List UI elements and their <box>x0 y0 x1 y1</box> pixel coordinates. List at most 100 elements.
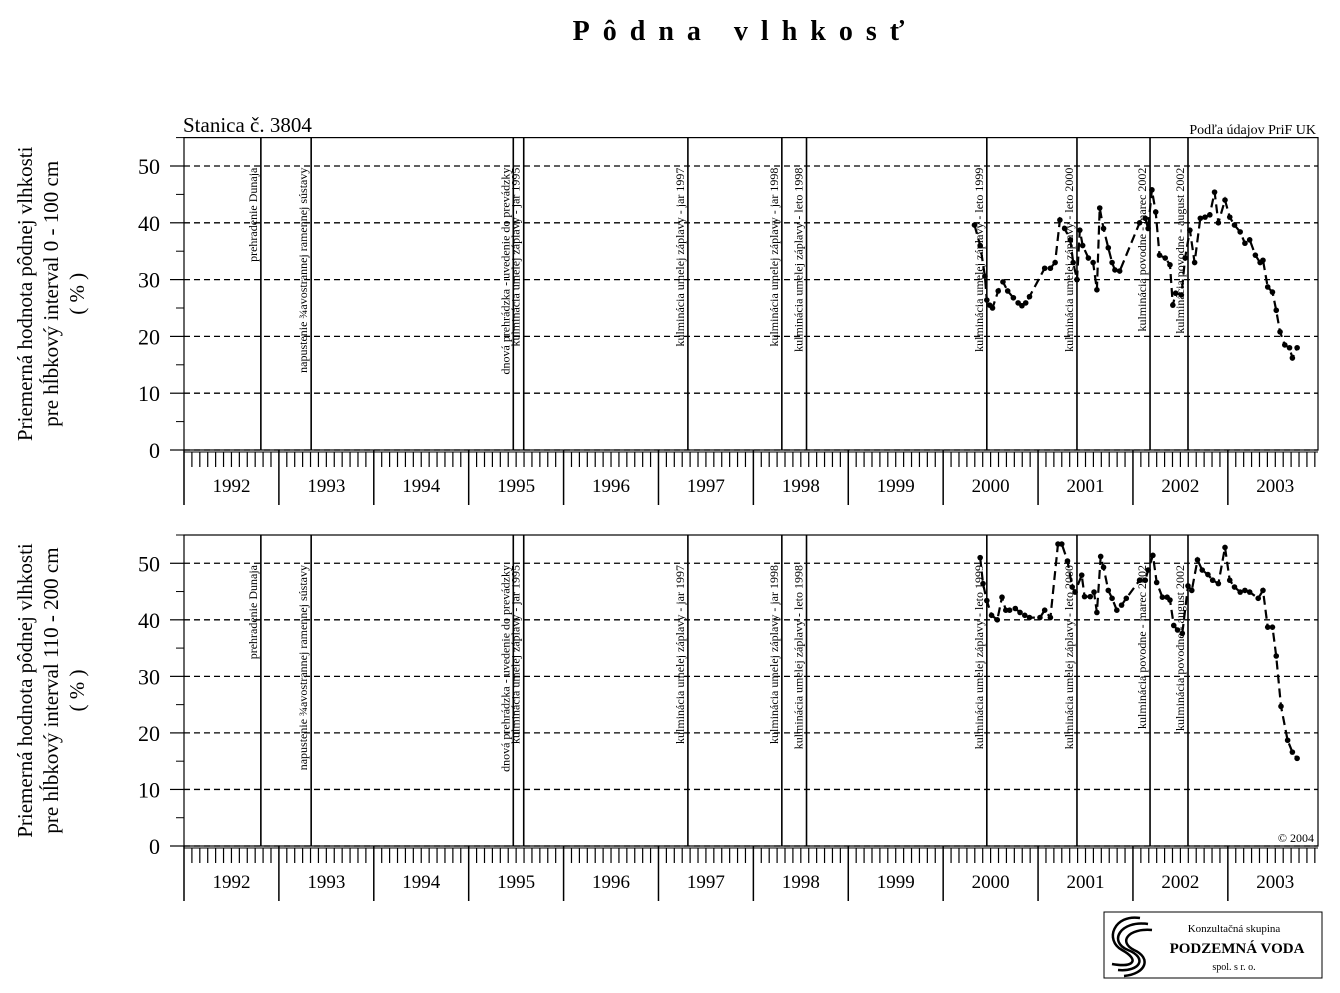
event-label: kulminácia umelej záplavy - jar 1995 <box>509 168 523 347</box>
data-point <box>1136 220 1143 226</box>
data-point <box>1294 344 1300 351</box>
data-point <box>988 612 995 619</box>
data-point <box>1112 267 1118 273</box>
data-point <box>1284 737 1291 744</box>
data-point <box>1149 187 1155 193</box>
x-tick-label: 1994 <box>402 476 441 497</box>
data-point <box>1072 589 1078 595</box>
x-tick-label: 1999 <box>877 872 915 893</box>
data-point <box>1264 284 1271 290</box>
data-point <box>982 273 988 279</box>
data-point <box>1017 609 1023 616</box>
data-point <box>1058 541 1065 547</box>
data-point <box>1211 189 1218 195</box>
data-point <box>1237 229 1243 235</box>
data-point <box>1231 222 1238 228</box>
y-tick-label: 10 <box>138 777 160 802</box>
event-label: kulminácia umelej záplavy - jar 1998 <box>767 168 781 347</box>
source-note: Podľa údajov PriF UK <box>1189 123 1316 138</box>
data-point <box>1150 552 1156 559</box>
y-axis-label: pre hĺbkový interval 110 - 200 cm <box>39 547 63 833</box>
data-point <box>1021 612 1028 619</box>
data-point <box>1187 227 1193 233</box>
data-point <box>1077 227 1083 233</box>
data-point <box>1170 622 1177 629</box>
event-label: kulminácia umelej záplavy - leto 1999 <box>972 565 986 749</box>
data-point <box>1145 567 1151 573</box>
data-point <box>1289 749 1296 755</box>
x-tick-label: 1997 <box>687 476 725 497</box>
y-tick-label: 50 <box>138 154 160 179</box>
data-point <box>1041 265 1048 272</box>
data-point <box>1156 252 1163 258</box>
data-point <box>1091 589 1097 595</box>
data-point <box>1269 624 1276 630</box>
y-axis-label: pre hĺbkový interval 0 - 100 cm <box>39 161 63 427</box>
data-point <box>1052 259 1058 266</box>
data-point <box>1047 614 1054 621</box>
data-point <box>1047 265 1054 272</box>
data-point <box>1215 220 1222 226</box>
logo: Konzultačná skupina PODZEMNÁ VODA spol. … <box>1103 911 1323 979</box>
event-label: kulminácia umelej záplavy - leto 2000 <box>1062 565 1076 749</box>
y-tick-label: 20 <box>138 721 160 746</box>
event-label: napustenie ¾avostrannej ramennej sústavy <box>296 565 310 770</box>
data-point <box>1289 355 1296 361</box>
data-point <box>1294 755 1300 762</box>
y-tick-label: 40 <box>138 608 160 633</box>
x-tick-label: 2003 <box>1256 476 1294 497</box>
data-point <box>1081 593 1088 600</box>
y-axis-label: ( % ) <box>65 273 89 315</box>
data-point <box>1078 572 1085 578</box>
data-point <box>1142 577 1149 584</box>
data-point <box>1012 605 1019 612</box>
x-tick-label: 2003 <box>1256 872 1294 893</box>
data-point <box>995 288 1002 294</box>
x-tick-label: 2001 <box>1067 476 1105 497</box>
data-point <box>1188 587 1195 594</box>
data-point <box>1197 215 1204 222</box>
data-point <box>1094 287 1100 293</box>
x-tick-label: 1992 <box>212 872 250 893</box>
data-point <box>1152 209 1159 215</box>
data-point <box>1209 577 1216 584</box>
x-tick-label: 2001 <box>1067 872 1105 893</box>
x-tick-label: 2002 <box>1161 872 1199 893</box>
data-point <box>1185 583 1191 589</box>
data-point <box>1061 225 1068 232</box>
data-point <box>1255 595 1262 602</box>
x-tick-label: 1996 <box>592 872 630 893</box>
x-tick-label: 1995 <box>497 872 535 893</box>
data-point <box>1182 255 1188 261</box>
x-tick-label: 1992 <box>212 476 250 497</box>
data-point <box>1273 307 1280 314</box>
data-point <box>1194 557 1201 563</box>
data-point <box>1246 237 1253 243</box>
data-point <box>1064 558 1071 564</box>
data-point <box>994 617 1001 623</box>
data-point <box>1000 279 1006 285</box>
y-axis-label: Priemerná hodnota pôdnej vlhkosti <box>13 146 37 441</box>
data-point <box>977 242 983 249</box>
y-tick-label: 40 <box>138 211 160 236</box>
data-point <box>1026 614 1033 621</box>
data-point <box>1191 259 1198 266</box>
x-tick-label: 1993 <box>307 872 345 893</box>
data-point <box>1170 302 1176 308</box>
data-point <box>1273 653 1280 659</box>
data-point <box>1242 587 1248 594</box>
event-label: dnová prehrádzka - uvedenie do prevádzky <box>498 565 512 772</box>
event-label: kulminácia umelej záplavy - leto 1999 <box>972 168 986 352</box>
data-point <box>1067 237 1074 243</box>
y-tick-label: 10 <box>138 381 160 406</box>
data-point <box>1246 589 1253 595</box>
data-point <box>1123 595 1130 602</box>
data-point <box>1116 268 1123 274</box>
data-point <box>1153 579 1160 586</box>
event-label: kulminácia umelej záplavy - jar 1997 <box>673 565 687 744</box>
y-tick-label: 30 <box>138 268 160 293</box>
data-point <box>977 554 983 561</box>
data-point <box>1026 293 1033 300</box>
data-point <box>1109 595 1115 602</box>
data-point <box>984 297 990 303</box>
